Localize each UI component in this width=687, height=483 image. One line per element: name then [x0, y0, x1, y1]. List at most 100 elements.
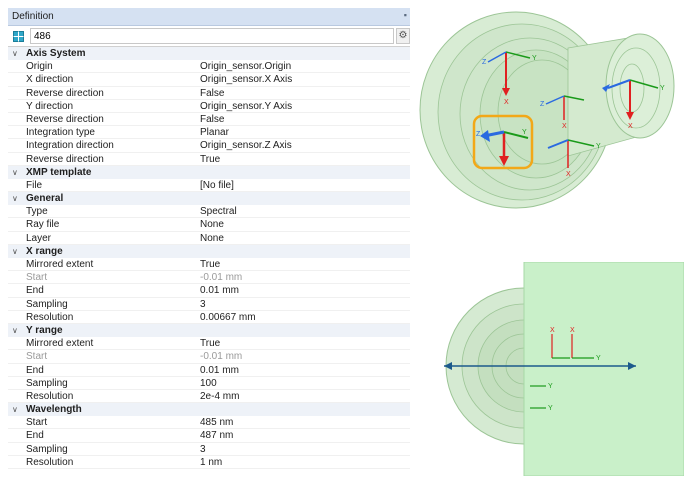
svg-text:Z: Z — [476, 131, 481, 138]
property-name: Sampling — [26, 298, 68, 310]
property-value[interactable]: 0.00667 mm — [200, 311, 256, 323]
sensor-name-input[interactable] — [30, 28, 394, 44]
property-name: Reverse direction — [26, 153, 104, 165]
property-row[interactable]: X direction Origin_sensor.X Axis — [8, 73, 410, 87]
chevron-down-icon[interactable]: ∨ — [12, 49, 18, 58]
property-value[interactable]: 100 — [200, 377, 217, 389]
property-name: Origin — [26, 61, 53, 73]
chevron-down-icon[interactable]: ∨ — [12, 194, 18, 204]
property-row[interactable]: Origin Origin_sensor.Origin — [8, 60, 410, 74]
axis-triad-right: Y X — [602, 79, 665, 130]
plane-triad-3: Y — [530, 383, 553, 390]
property-value[interactable]: None — [200, 219, 224, 231]
axis-triad-mid: Z X — [540, 95, 585, 130]
property-value[interactable]: Origin_sensor.Origin — [200, 61, 292, 73]
property-row[interactable]: End 487 nm — [8, 429, 410, 443]
property-row[interactable]: Start 485 nm — [8, 416, 410, 430]
property-value[interactable]: True — [200, 338, 221, 350]
section-xmp-template[interactable]: ∨ XMP template — [8, 165, 410, 179]
property-row[interactable]: Resolution 1 nm — [8, 456, 410, 469]
sensor-plane[interactable] — [523, 262, 684, 476]
plane-triad-2: X Y — [570, 327, 601, 362]
section-y-range[interactable]: ∨ Y range — [8, 323, 410, 338]
plane-triad-1: X — [550, 327, 570, 359]
property-name: Integration direction — [26, 140, 114, 152]
property-value[interactable]: 0.01 mm — [200, 364, 239, 376]
svg-text:Y: Y — [660, 85, 665, 92]
property-value[interactable]: Origin_sensor.Y Axis — [200, 100, 293, 112]
property-value[interactable]: 487 nm — [200, 430, 234, 442]
svg-text:Y: Y — [596, 143, 601, 150]
section-wavelength[interactable]: ∨ Wavelength — [8, 403, 410, 417]
property-row[interactable]: File [No file] — [8, 179, 410, 193]
property-row[interactable]: Sampling 100 — [8, 377, 410, 390]
svg-text:X: X — [570, 327, 575, 334]
sensor-3d-view-perspective[interactable]: Z Y X Y X Z X X Y Z Y — [418, 8, 684, 236]
panel-title: Definition — [12, 11, 54, 22]
property-value[interactable]: Origin_sensor.Z Axis — [200, 140, 292, 152]
property-row[interactable]: Integration direction Origin_sensor.Z Axi… — [8, 139, 410, 153]
property-value[interactable]: Origin_sensor.X Axis — [200, 74, 293, 86]
property-value[interactable]: 0.01 mm — [200, 285, 239, 297]
chevron-down-icon[interactable]: ∨ — [12, 167, 18, 177]
property-value[interactable]: Planar — [200, 127, 229, 139]
pin-icon[interactable]: ▪ — [403, 10, 407, 20]
plane-triad-4: Y — [530, 405, 553, 412]
property-row[interactable]: Resolution 0.00667 mm — [8, 311, 410, 324]
section-axis-system[interactable]: ∨ Axis System — [8, 47, 410, 61]
selected-sensor-highlight[interactable] — [472, 114, 534, 170]
chevron-down-icon[interactable]: ∨ — [12, 405, 18, 415]
axis-label-x: X — [504, 99, 509, 106]
property-row[interactable]: Mirrored extent True — [8, 258, 410, 272]
property-value[interactable]: 3 — [200, 298, 206, 310]
property-value[interactable]: Spectral — [200, 206, 237, 218]
property-name: Start — [26, 351, 48, 363]
property-row[interactable]: Start -0.01 mm — [8, 350, 410, 364]
property-name: Mirrored extent — [26, 259, 94, 270]
property-name: Ray file — [26, 219, 60, 231]
property-name: Resolution — [26, 456, 74, 468]
property-row[interactable]: Layer None — [8, 232, 410, 245]
lens-barrel-inner — [611, 47, 661, 129]
property-row[interactable]: Ray file None — [8, 218, 410, 232]
property-row[interactable]: Resolution 2e-4 mm — [8, 390, 410, 404]
property-value[interactable]: None — [200, 232, 224, 244]
property-value[interactable]: [No file] — [200, 179, 234, 191]
property-value[interactable]: 485 nm — [200, 417, 234, 429]
property-row[interactable]: Reverse direction False — [8, 87, 410, 100]
svg-text:Y: Y — [596, 355, 601, 362]
gear-icon[interactable]: ⚙ — [396, 28, 410, 44]
section-x-range[interactable]: ∨ X range — [8, 244, 410, 258]
sensor-3d-view-side[interactable]: X X Y Y Y — [438, 262, 684, 476]
property-row[interactable]: Start -0.01 mm — [8, 271, 410, 285]
svg-text:X: X — [566, 171, 571, 178]
property-value[interactable]: 3 — [200, 443, 206, 455]
property-row[interactable]: Type Spectral — [8, 205, 410, 219]
chevron-down-icon[interactable]: ∨ — [12, 246, 18, 256]
chevron-down-icon[interactable]: ∨ — [12, 325, 18, 335]
property-name: Sampling — [26, 443, 68, 455]
property-row[interactable]: Sampling 3 — [8, 298, 410, 311]
property-value: -0.01 mm — [200, 351, 243, 363]
property-row[interactable]: Reverse direction False — [8, 113, 410, 127]
property-row[interactable]: Mirrored extent True — [8, 337, 410, 351]
property-value[interactable]: 1 nm — [200, 456, 223, 468]
property-value[interactable]: True — [200, 153, 221, 165]
property-row[interactable]: Y direction Origin_sensor.Y Axis — [8, 100, 410, 113]
property-row[interactable]: Integration type Planar — [8, 126, 410, 140]
property-row[interactable]: Sampling 3 — [8, 443, 410, 456]
svg-text:X: X — [550, 327, 555, 334]
property-row[interactable]: End 0.01 mm — [8, 284, 410, 298]
property-name: Integration type — [26, 127, 95, 139]
property-row[interactable]: End 0.01 mm — [8, 364, 410, 377]
property-name: Y direction — [26, 100, 74, 112]
section-general[interactable]: ∨ General — [8, 192, 410, 206]
optical-axis-arrow-left — [444, 362, 452, 370]
property-name: Mirrored extent — [26, 338, 94, 350]
property-value[interactable]: 2e-4 mm — [200, 390, 240, 402]
property-value[interactable]: False — [200, 87, 225, 99]
property-value[interactable]: True — [200, 259, 221, 270]
section-label: Wavelength — [26, 404, 82, 416]
property-row[interactable]: Reverse direction True — [8, 153, 410, 166]
property-value[interactable]: False — [200, 113, 225, 125]
